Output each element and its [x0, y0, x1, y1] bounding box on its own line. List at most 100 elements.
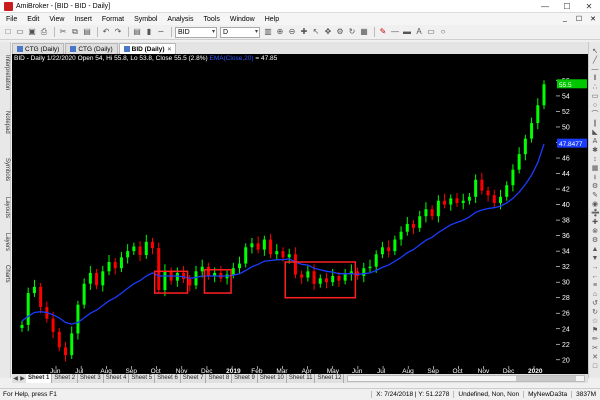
chevron-down-icon[interactable]: ▾	[254, 28, 258, 35]
sheet-tab[interactable]: Sheet 4	[104, 374, 130, 383]
mdi-close-button[interactable]: ✕	[590, 16, 596, 23]
drawing-tool-icon[interactable]: ↖	[592, 48, 598, 55]
line-width-icon[interactable]: ▬	[403, 27, 411, 36]
drawing-tool-icon[interactable]: ▭	[591, 93, 599, 100]
pen-color-icon[interactable]: ✎	[379, 27, 387, 36]
drawing-tool-icon[interactable]: ‖	[593, 75, 597, 82]
sheet-tab[interactable]: Sheet 7	[181, 374, 207, 383]
sidebar-tab-symbols[interactable]: Symbols	[4, 158, 10, 182]
draw-rectangle-icon[interactable]: ▭	[427, 27, 435, 36]
drawing-tool-icon[interactable]: ✕	[592, 354, 598, 361]
new-icon[interactable]: □	[5, 27, 11, 36]
text-tool-icon[interactable]: A	[416, 27, 422, 36]
drawing-tool-icon[interactable]: ➗	[591, 210, 600, 217]
sidebar-tab-charts[interactable]: Charts	[4, 265, 10, 283]
drawing-tool-icon[interactable]: ◣	[592, 129, 598, 136]
menu-format[interactable]: Format	[101, 15, 125, 23]
drawing-tool-icon[interactable]: ✎	[592, 192, 598, 199]
sheet-tab[interactable]: Sheet 6	[155, 374, 181, 383]
properties-icon[interactable]: ⚙	[336, 27, 344, 36]
drawing-tool-icon[interactable]: ⌒	[591, 111, 599, 118]
drawing-tool-icon[interactable]: ―	[591, 66, 599, 73]
drawing-tool-icon[interactable]: ⊗	[592, 228, 598, 235]
drawing-tool-icon[interactable]: ╱	[592, 57, 598, 64]
drawing-tool-icon[interactable]: ⚑	[591, 327, 599, 334]
print-icon[interactable]: ⎙	[40, 27, 48, 36]
horizontal-scrollbar[interactable]	[347, 375, 585, 382]
chevron-down-icon[interactable]: ▾	[211, 28, 215, 35]
drawing-tool-icon[interactable]: ⭳	[593, 174, 597, 181]
copy-icon[interactable]: ⧉	[72, 27, 78, 36]
drawing-tool-icon[interactable]: ↻	[592, 309, 598, 316]
drawing-tool-icon[interactable]: ▼	[591, 255, 599, 262]
sheet-prev-icon[interactable]: ◀	[13, 376, 18, 382]
zoom-out-icon[interactable]: ⊖	[288, 27, 296, 36]
minimize-button[interactable]: —	[541, 1, 549, 11]
drawing-tool-icon[interactable]: ∴	[592, 84, 598, 91]
interval-combobox[interactable]: D ▾	[220, 26, 260, 38]
drawing-tool-icon[interactable]: □	[592, 363, 598, 370]
drawing-tool-icon[interactable]: ⚙	[591, 237, 599, 244]
cut-icon[interactable]: ✂	[59, 27, 67, 36]
menu-window[interactable]: Window	[229, 15, 255, 23]
sheet-next-icon[interactable]: ▶	[20, 376, 25, 382]
drawing-tool-icon[interactable]: ⌂	[592, 291, 598, 298]
doc-tab-bid[interactable]: BID (Daily) ×	[118, 43, 177, 54]
sidebar-tab-notepad[interactable]: Notepad	[4, 110, 10, 134]
menu-tools[interactable]: Tools	[203, 15, 220, 23]
drawing-tool-icon[interactable]: ○	[592, 102, 598, 109]
sidebar-tab-layouts[interactable]: Layouts	[4, 197, 10, 219]
line-chart-icon[interactable]: ∽	[157, 27, 165, 36]
menu-view[interactable]: View	[49, 15, 65, 23]
symbol-combobox[interactable]: BID ▾	[175, 26, 217, 38]
candlestick-icon[interactable]: ▮	[146, 27, 152, 36]
bar-chart-icon[interactable]: ▥	[264, 27, 272, 36]
drawing-tool-icon[interactable]: ⚙	[591, 183, 599, 190]
drawing-tool-icon[interactable]: ✚	[592, 219, 598, 226]
sheet-tab[interactable]: Sheet 11	[287, 374, 316, 383]
open-icon[interactable]: ▭	[16, 27, 24, 36]
sheet-tab[interactable]: Sheet 10	[258, 374, 287, 383]
sheet-tab[interactable]: Sheet 12	[315, 374, 345, 383]
sheet-tab[interactable]: Sheet 2	[52, 374, 79, 383]
draw-ellipse-icon[interactable]: ○	[440, 27, 446, 36]
doc-tab-ctg-2[interactable]: CTG (Daily)	[65, 43, 118, 54]
menu-symbol[interactable]: Symbol	[134, 15, 158, 23]
drawing-tool-icon[interactable]: ∥	[593, 120, 597, 127]
sidebar-tab-layers[interactable]: Layers	[4, 232, 10, 251]
mdi-minimize-button[interactable]: _	[563, 15, 567, 22]
save-icon[interactable]: ▣	[28, 27, 36, 36]
maximize-button[interactable]: ☐	[563, 1, 571, 11]
sheet-tab[interactable]: Sheet 3	[78, 374, 104, 383]
drawing-tool-icon[interactable]: ≡	[592, 282, 598, 289]
price-chart[interactable]: 2022242628303234363840424446485052545647…	[12, 54, 588, 374]
refresh-icon[interactable]: ↻	[348, 27, 356, 36]
drawing-tool-icon[interactable]: ▲	[591, 246, 599, 253]
zoom-in-icon[interactable]: ⊕	[276, 27, 284, 36]
menu-edit[interactable]: Edit	[27, 15, 40, 23]
paste-icon[interactable]: ▤	[83, 27, 91, 36]
sheet-tab[interactable]: Sheet 8	[206, 374, 233, 383]
drawing-tool-icon[interactable]: ✱	[592, 147, 598, 154]
grid-icon[interactable]: ▦	[360, 27, 368, 36]
drawing-tool-icon[interactable]: ☆	[591, 318, 599, 325]
close-button[interactable]: ✕	[585, 1, 593, 11]
mdi-restore-button[interactable]: ☐	[575, 16, 583, 23]
menu-analysis[interactable]: Analysis	[167, 15, 194, 23]
sidebar-tab-interpretation[interactable]: Interpretation	[4, 55, 10, 91]
undo-icon[interactable]: ↶	[102, 27, 110, 36]
select-icon[interactable]: ↖	[312, 27, 320, 36]
pan-icon[interactable]: ✥	[324, 27, 332, 36]
crosshair-icon[interactable]: ✚	[300, 27, 308, 36]
close-tab-icon[interactable]: ×	[167, 45, 172, 53]
redo-icon[interactable]: ↷	[114, 27, 122, 36]
drawing-tool-icon[interactable]: ↺	[592, 300, 598, 307]
drawing-tool-icon[interactable]: A	[592, 138, 598, 145]
drawing-tool-icon[interactable]: ←	[591, 273, 599, 280]
line-style-icon[interactable]: —	[391, 27, 399, 36]
scrollbar-thumb[interactable]	[516, 376, 576, 381]
menu-help[interactable]: Help	[264, 15, 280, 23]
drawing-tool-icon[interactable]: ◉	[591, 201, 599, 208]
drawing-tool-icon[interactable]: ▦	[591, 165, 599, 172]
sheet-tab[interactable]: Sheet 9	[232, 374, 258, 383]
